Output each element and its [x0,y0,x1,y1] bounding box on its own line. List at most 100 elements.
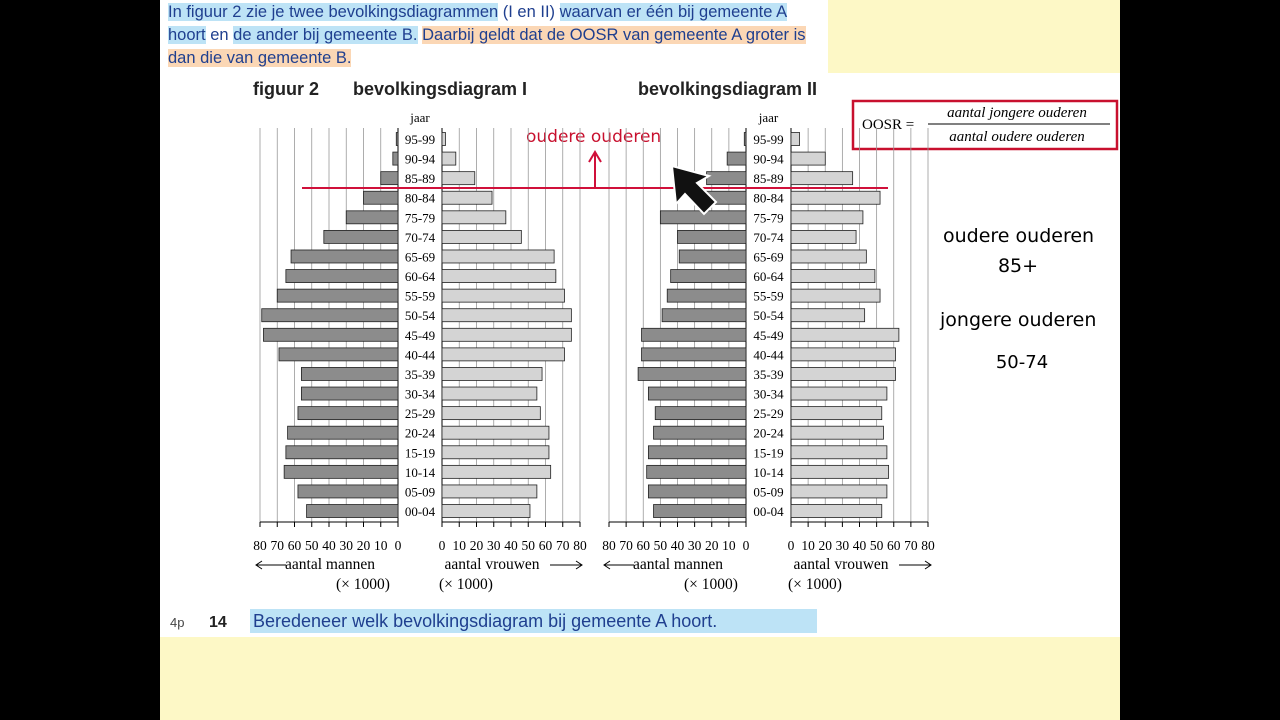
category-label: 25-29 [753,406,783,421]
bar [790,425,884,440]
bar [790,445,888,460]
category-label: 55-59 [405,289,435,304]
category-label: 65-69 [405,249,435,264]
bar [297,406,399,421]
bar [790,132,800,146]
bar [726,151,747,166]
bar [380,171,399,186]
bar [441,249,555,264]
bar [790,151,826,166]
category-label: 10-14 [405,465,436,480]
bar [263,327,399,342]
category-label: 50-54 [405,308,436,323]
x-tick-label: 60 [887,538,901,553]
bar [641,347,747,362]
intro-text: In figuur 2 zie je twee bevolkingsdiagra… [168,1,818,70]
bar [441,386,538,401]
bar [790,229,857,244]
bar [441,464,552,479]
x-tick-label: 40 [322,538,336,553]
bar [290,249,399,264]
bar [790,269,876,283]
x-tick-label: 50 [654,538,668,553]
bar [297,484,399,499]
x-tick-label: 50 [305,538,319,553]
x-tick-label: 50 [870,538,884,553]
category-label: 10-14 [753,465,784,480]
x-tick-label: 10 [453,538,467,553]
figure-label: figuur 2 [253,79,319,99]
category-label: 50-54 [753,308,784,323]
bar [790,327,900,342]
category-label: 60-64 [405,269,436,284]
bar [345,210,399,225]
bar [285,445,399,460]
bar [641,327,747,342]
x-tick-label: 30 [836,538,850,553]
intro-segment: In figuur 2 zie je twee bevolkingsdiagra… [168,3,499,21]
bar [441,132,446,146]
bar [743,132,747,146]
bar [653,425,747,440]
category-label: 65-69 [753,249,783,264]
category-label: 35-39 [753,367,783,382]
bar [287,425,399,440]
bar [306,504,399,518]
bar [678,249,747,264]
bar [441,171,476,186]
bar [790,347,896,362]
formula-numerator: aantal jongere ouderen [947,105,1087,121]
cursor [670,164,718,216]
bar [300,367,399,381]
x-tick-label: 70 [619,538,633,553]
category-label: 90-94 [753,152,784,167]
bar [363,190,399,205]
category-label: 05-09 [405,484,435,499]
annotations [302,150,888,216]
bar [441,151,457,166]
bar [790,171,854,186]
x-axis-label: aantal mannen [633,556,723,573]
intro-segment: de ander bij gemeente B. [233,26,418,44]
axis-arrow [603,560,634,570]
x-tick-label: 10 [374,538,388,553]
x-tick-label: 60 [288,538,302,553]
category-label: 60-64 [753,269,784,284]
intro-segment: en [205,26,234,44]
x-tick-label: 40 [504,538,518,553]
x-tick-label: 30 [487,538,501,553]
bar [276,288,399,303]
x-tick-label: 30 [688,538,702,553]
question-points: 4p [170,615,184,630]
bar [441,229,522,244]
x-axis-label: aantal mannen [285,556,375,573]
bar [670,269,747,283]
category-label: 30-34 [753,387,784,402]
bar [441,190,493,205]
bar [646,464,747,479]
category-label: 70-74 [753,230,784,245]
bar [323,229,399,244]
x-tick-label: 20 [705,538,719,553]
bar [790,484,888,499]
marker-arrow [588,150,602,187]
bar [285,269,399,283]
x-tick-label: 20 [819,538,833,553]
category-label: 75-79 [753,210,783,225]
category-label: 20-24 [753,426,784,441]
bar [790,367,896,381]
bar [637,367,747,381]
bar [647,484,747,499]
question-text: Beredeneer welk bevolkingsdiagram bij ge… [253,611,717,631]
bar [441,288,565,303]
bar [647,386,747,401]
x-tick-label: 40 [671,538,685,553]
bar [441,269,557,283]
category-label: 05-09 [753,484,783,499]
axis-arrow [899,560,932,570]
question-highlight [250,609,817,633]
x-tick-label: 80 [573,538,587,553]
x-tick-label: 70 [904,538,918,553]
bar [441,367,543,381]
category-axis-label: jaar [409,110,430,125]
